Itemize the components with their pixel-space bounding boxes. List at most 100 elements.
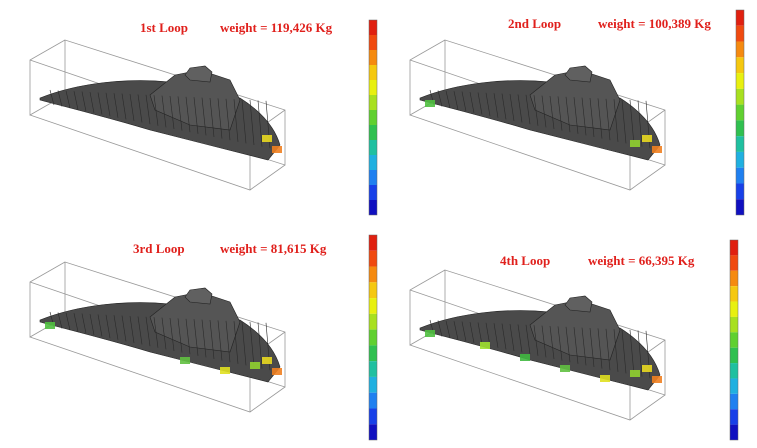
hull-stripe	[501, 323, 507, 350]
colorbar-segment	[369, 408, 377, 425]
hull-stripe	[113, 315, 119, 340]
colorbar-segment	[369, 313, 377, 330]
hull-stripe	[437, 90, 443, 107]
colorbar-segment	[736, 120, 744, 137]
hull-stripe	[81, 91, 87, 112]
hull-stripe	[129, 315, 135, 344]
hull-stripe	[461, 91, 467, 112]
colorbar-segment	[730, 332, 738, 348]
colorbar-segment	[369, 170, 377, 185]
hull-stripe	[177, 318, 183, 353]
stress-patch	[642, 365, 652, 372]
hull-stripe	[493, 93, 499, 118]
hull-stripe	[105, 314, 111, 339]
hull-stripe	[517, 94, 523, 123]
colorbar-segment	[369, 250, 377, 267]
hull-stripe	[97, 92, 103, 115]
hull-stripe	[193, 319, 199, 356]
bounding-box	[409, 39, 666, 191]
hull-stripe	[557, 96, 563, 131]
stress-patch	[520, 354, 530, 361]
hull-stripe	[153, 95, 159, 126]
hull-stripe	[597, 328, 603, 369]
hull-stripe	[169, 317, 175, 352]
colorbar-segment	[369, 80, 377, 95]
colorbar-segment	[369, 266, 377, 283]
hull-stripe	[161, 317, 167, 350]
hull-stripe	[453, 321, 459, 340]
hull-stripe	[257, 322, 263, 369]
colorbar-segment	[369, 361, 377, 377]
hull-stripe	[445, 320, 451, 339]
hull-stripe	[629, 99, 635, 146]
hull-stripe	[225, 98, 231, 141]
colorbar-segment	[369, 424, 377, 440]
bounding-box	[29, 261, 286, 413]
hull-stripe	[209, 319, 215, 360]
colorbar-segment	[369, 50, 377, 65]
panel	[29, 39, 286, 191]
colorbar-segment	[736, 136, 744, 152]
colorbar-frame	[368, 19, 378, 216]
hull-stripe	[637, 100, 643, 147]
colorbar-segment	[736, 88, 744, 105]
hull-stripe	[177, 96, 183, 131]
colorbar-segment	[730, 393, 738, 410]
hull-stripe	[121, 93, 127, 120]
hull-stripe	[613, 329, 619, 372]
hull-stripe	[249, 321, 255, 368]
stress-patch	[425, 330, 435, 337]
hull-stripe	[193, 97, 199, 134]
hull-stripe	[557, 326, 563, 361]
colorbar-segment	[730, 424, 738, 440]
colorbar-segment	[730, 316, 738, 333]
colorbar-segment	[736, 199, 744, 215]
colorbar-segment	[730, 270, 738, 287]
hull-stripe	[485, 92, 491, 117]
hull-stripe	[209, 97, 215, 138]
colorbar-segment	[736, 57, 744, 74]
hull-stripe	[533, 95, 539, 126]
hull-stripe	[525, 94, 531, 125]
hull-stripe	[573, 97, 579, 134]
colorbar-frame	[729, 239, 739, 441]
hull-stripe	[145, 94, 151, 125]
colorbar-segment	[730, 240, 738, 256]
hull-stripe	[129, 93, 135, 122]
weight-label: weight = 119,426 Kg	[220, 20, 333, 35]
hull-stripe	[137, 94, 143, 123]
hull-stripe	[89, 91, 95, 114]
hull-stripe	[621, 99, 627, 144]
colorbar-segment	[736, 183, 744, 200]
hull-stripe	[437, 320, 443, 337]
hull-stripe	[241, 99, 247, 144]
colorbar-segment	[369, 95, 377, 110]
hull-stripe	[461, 321, 467, 342]
stress-patch	[480, 342, 490, 349]
panel-title: 2nd Loop	[508, 16, 561, 31]
hull-stripe	[589, 97, 595, 138]
colorbar-segment	[736, 41, 744, 58]
colorbar-segment	[369, 185, 377, 200]
panel-title: 3rd Loop	[133, 241, 185, 256]
colorbar-segment	[369, 35, 377, 50]
hull-stripe	[233, 321, 239, 364]
hull-stripe	[509, 93, 515, 122]
weight-label: weight = 66,395 Kg	[588, 253, 695, 268]
stress-patch	[220, 367, 230, 374]
panel-title: 1st Loop	[140, 20, 188, 35]
colorbar-segment	[369, 65, 377, 80]
stress-patch	[180, 357, 190, 364]
colorbar-segment	[369, 392, 377, 409]
colorbar-segment	[369, 235, 377, 251]
hull-stripe	[573, 327, 579, 364]
panel	[409, 269, 666, 421]
colorbar-segment	[736, 10, 744, 26]
colorbar-segment	[730, 409, 738, 425]
colorbar-segment	[369, 155, 377, 170]
hull-stripe	[137, 316, 143, 345]
stress-patch	[272, 146, 282, 153]
hull-stripe	[161, 95, 167, 128]
hull-stripe	[153, 317, 159, 348]
